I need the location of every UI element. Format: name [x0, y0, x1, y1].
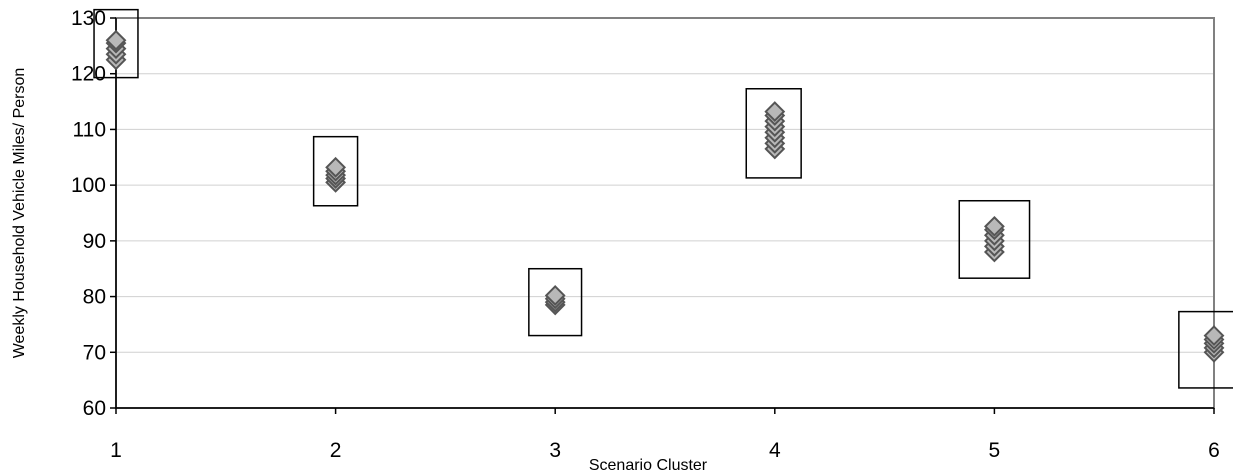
x-axis-title: Scenario Cluster — [589, 457, 708, 474]
y-axis-title: Weekly Household Vehicle Miles/ Person — [11, 68, 28, 359]
data-points — [105, 29, 1225, 363]
gridlines — [116, 73, 1214, 353]
y-tick-label-130: 130 — [71, 7, 106, 30]
data-point-6-5 — [1203, 325, 1225, 346]
x-tick-label-1: 1 — [110, 439, 122, 462]
cluster-box-2 — [312, 135, 359, 207]
data-point-5-6 — [983, 215, 1005, 237]
cluster-box-4 — [745, 88, 802, 179]
plot-area-border — [115, 17, 1215, 409]
tick-labels: 60 70 80 90 100 110 120 130 1 2 3 4 5 6 — [71, 7, 1220, 462]
cluster-box-6 — [1178, 310, 1233, 389]
y-tick-label-60: 60 — [83, 397, 106, 420]
cluster-box-1 — [93, 8, 139, 79]
cluster-boxes — [93, 8, 1233, 389]
data-point-3-4 — [544, 285, 566, 306]
axes — [110, 17, 1215, 414]
y-tick-label-100: 100 — [71, 174, 106, 197]
y-tick-label-120: 120 — [71, 63, 106, 86]
y-tick-label-90: 90 — [83, 230, 106, 253]
x-tick-label-4: 4 — [769, 439, 781, 462]
x-tick-label-2: 2 — [330, 439, 342, 462]
data-point-1-5 — [105, 29, 127, 51]
x-tick-label-6: 6 — [1208, 439, 1220, 462]
data-point-2-5 — [325, 156, 347, 178]
data-point-4-8 — [764, 101, 786, 123]
y-tick-label-70: 70 — [83, 341, 106, 364]
cluster-box-3 — [528, 267, 583, 337]
cluster-box-5 — [958, 199, 1031, 279]
x-tick-label-3: 3 — [549, 439, 561, 462]
x-tick-label-5: 5 — [989, 439, 1001, 462]
y-tick-label-80: 80 — [83, 286, 106, 309]
y-tick-label-110: 110 — [73, 118, 106, 141]
